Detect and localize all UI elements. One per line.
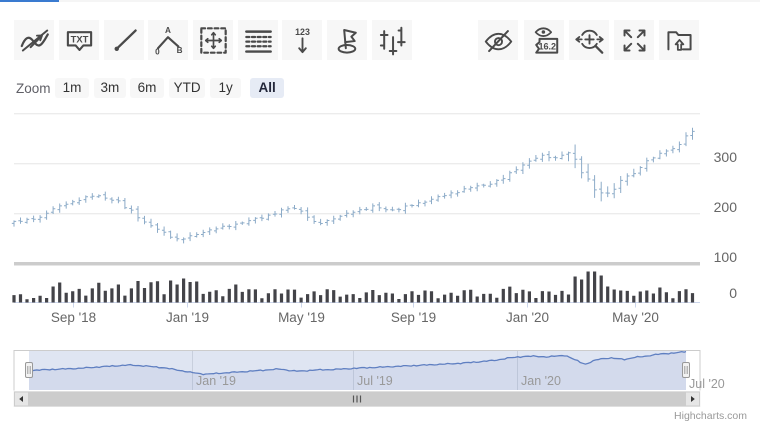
svg-text:Highcharts.com: Highcharts.com [674, 410, 747, 422]
svg-text:Sep '18: Sep '18 [51, 310, 96, 325]
svg-text:Jul '20: Jul '20 [689, 377, 725, 391]
svg-text:Jan '19: Jan '19 [196, 374, 236, 388]
svg-text:A: A [164, 25, 170, 34]
svg-text:100: 100 [714, 249, 738, 265]
svg-text:TXT: TXT [70, 33, 88, 44]
svg-text:May '20: May '20 [612, 310, 659, 325]
svg-text:May '19: May '19 [278, 310, 325, 325]
svg-text:B: B [176, 46, 182, 55]
svg-text:0: 0 [155, 47, 160, 56]
svg-text:Sep '19: Sep '19 [391, 310, 436, 325]
svg-text:Jan '19: Jan '19 [166, 310, 209, 325]
svg-text:Jan '20: Jan '20 [506, 310, 549, 325]
svg-text:Jul '19: Jul '19 [357, 374, 393, 388]
svg-text:123: 123 [295, 26, 310, 36]
svg-text:Jan '20: Jan '20 [521, 374, 561, 388]
svg-text:200: 200 [714, 199, 738, 215]
svg-text:0: 0 [729, 285, 737, 301]
svg-text:300: 300 [714, 149, 738, 165]
svg-text:16.2: 16.2 [538, 41, 556, 51]
